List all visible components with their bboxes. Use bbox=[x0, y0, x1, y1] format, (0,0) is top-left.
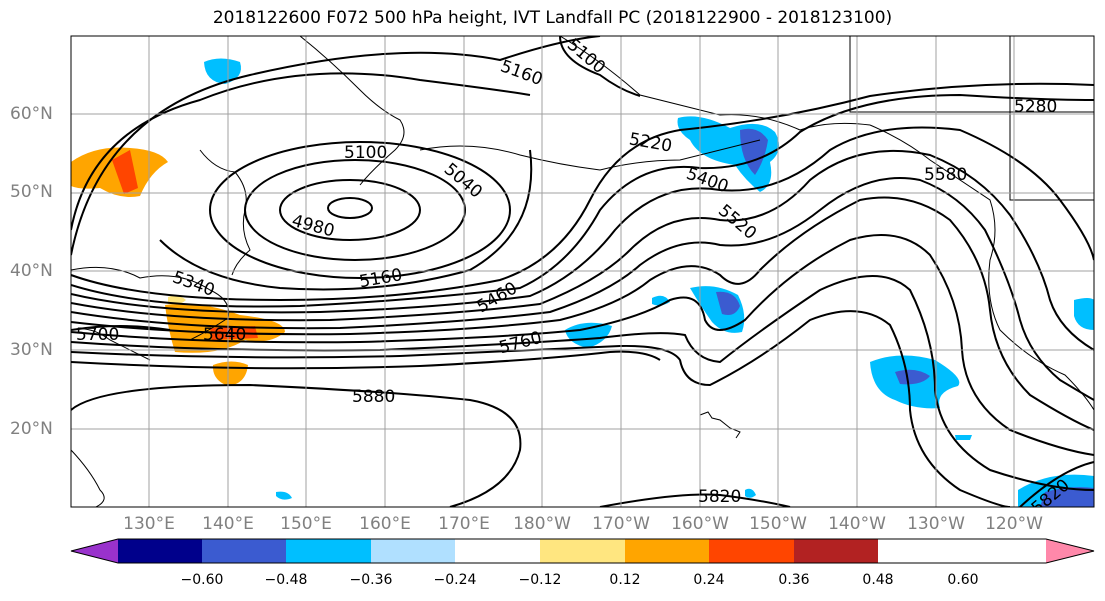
contour-5580 bbox=[71, 234, 1094, 456]
contour-label: 5700 bbox=[76, 325, 119, 345]
lon-label: 150°W bbox=[749, 514, 807, 534]
contour-4980 bbox=[279, 179, 421, 241]
lat-label: 60°N bbox=[10, 104, 53, 124]
lon-label: 140°W bbox=[828, 514, 886, 534]
lon-label: 170°E bbox=[438, 514, 490, 534]
colorbar-segment bbox=[625, 539, 709, 563]
colorbar-segment bbox=[202, 539, 286, 563]
contour-5040 bbox=[244, 159, 466, 261]
colorbar-tick-label: −0.48 bbox=[264, 572, 308, 588]
lon-label: 130°E bbox=[123, 514, 175, 534]
colorbar-segment bbox=[794, 539, 878, 563]
philippines-coast bbox=[71, 449, 105, 507]
contour-5160-upper bbox=[71, 72, 531, 231]
contour-5100 bbox=[209, 141, 511, 279]
colorbar-tick-label: −0.12 bbox=[518, 572, 562, 588]
lon-label: 160°W bbox=[671, 514, 729, 534]
contour-5220 bbox=[71, 82, 1094, 302]
lon-label: 120°W bbox=[985, 514, 1043, 534]
contour-5760 bbox=[71, 350, 661, 370]
colorbar-outline bbox=[70, 538, 1095, 564]
map-title: 2018122600 F072 500 hPa height, IVT Land… bbox=[212, 8, 893, 28]
ivt-strong-positive-patch bbox=[112, 150, 138, 194]
lon-label: 180°W bbox=[513, 514, 571, 534]
contour-5880 bbox=[71, 383, 522, 507]
lat-label: 50°N bbox=[10, 182, 53, 202]
colorbar-segment bbox=[540, 539, 625, 563]
hawaii-islands bbox=[699, 411, 741, 439]
contour-4920 bbox=[327, 197, 373, 219]
ivt-negative-patch bbox=[955, 435, 972, 440]
contour-5460 bbox=[71, 177, 1094, 401]
contour-5160-lower bbox=[159, 149, 533, 291]
colorbar-segment bbox=[709, 539, 794, 563]
contour-label: 5880 bbox=[352, 387, 395, 407]
colorbar bbox=[70, 538, 1095, 564]
contour-5220-outer bbox=[71, 36, 601, 256]
colorbar-tick-label: −0.36 bbox=[349, 572, 393, 588]
colorbar-min-arrow bbox=[71, 539, 118, 563]
contour-5700-west bbox=[71, 325, 171, 331]
ivt-negative-patch bbox=[1074, 298, 1094, 330]
lon-label: 130°W bbox=[907, 514, 965, 534]
colorbar-tick-label: 0.24 bbox=[693, 572, 725, 588]
lon-label: 140°E bbox=[202, 514, 254, 534]
contour-5820-east bbox=[1019, 461, 1094, 507]
ivt-strong-negative-patch bbox=[1040, 487, 1094, 507]
contour-5280 bbox=[71, 93, 1094, 308]
colorbar-segment bbox=[455, 539, 540, 563]
contour-label: 5820 bbox=[698, 487, 741, 507]
lat-label: 40°N bbox=[10, 261, 53, 281]
ivt-strong-negative-patch bbox=[895, 369, 930, 385]
ivt-negative-patch bbox=[745, 488, 756, 498]
aleutian-chain bbox=[419, 139, 761, 171]
colorbar-tick-label: 0.48 bbox=[862, 572, 894, 588]
contour-5340 bbox=[71, 126, 1094, 314]
contour-5400 bbox=[71, 149, 1094, 351]
colorbar-tick-label: −0.24 bbox=[433, 572, 477, 588]
map-content: 5160 5100 5100 5040 4980 5220 5400 5520 … bbox=[71, 36, 1094, 507]
ivt-strong-negative-patch bbox=[716, 291, 740, 315]
colorbar-segment bbox=[118, 539, 202, 563]
ivt-negative-patch bbox=[204, 58, 241, 84]
state-borders bbox=[1009, 36, 1094, 201]
lat-label: 20°N bbox=[10, 419, 53, 439]
colorbar-tick-label: 0.12 bbox=[609, 572, 641, 588]
canada-border bbox=[849, 36, 1094, 113]
contour-label: 5580 bbox=[924, 165, 967, 185]
ivt-negative-patch bbox=[276, 491, 292, 500]
north-america-coast bbox=[869, 124, 1094, 411]
colorbar-max-arrow bbox=[1046, 539, 1094, 563]
colorbar-tick-label: 0.60 bbox=[947, 572, 979, 588]
contour-5520 bbox=[71, 196, 1094, 431]
gridlines bbox=[71, 36, 1094, 507]
alaska-coast bbox=[559, 36, 871, 131]
kamchatka-coast bbox=[299, 36, 405, 186]
map-frame bbox=[70, 35, 1095, 508]
colorbar-tick-label: −0.60 bbox=[180, 572, 224, 588]
contour-5100-north bbox=[559, 36, 641, 97]
ivt-negative-patch bbox=[565, 322, 612, 348]
lon-label: 170°W bbox=[592, 514, 650, 534]
lon-label: 150°E bbox=[280, 514, 332, 534]
contour-5820 bbox=[599, 493, 791, 507]
lon-label: 160°E bbox=[359, 514, 411, 534]
contour-label: 5280 bbox=[1014, 97, 1057, 117]
colorbar-segment bbox=[371, 539, 455, 563]
colorbar-segment bbox=[286, 539, 371, 563]
colorbar-tick-label: 0.36 bbox=[778, 572, 810, 588]
japan-korea-coast bbox=[71, 266, 230, 341]
lat-label: 30°N bbox=[10, 340, 53, 360]
contour-label: 5100 bbox=[344, 143, 387, 163]
coastlines bbox=[71, 36, 1094, 507]
contour-label: 5640 bbox=[203, 325, 246, 345]
